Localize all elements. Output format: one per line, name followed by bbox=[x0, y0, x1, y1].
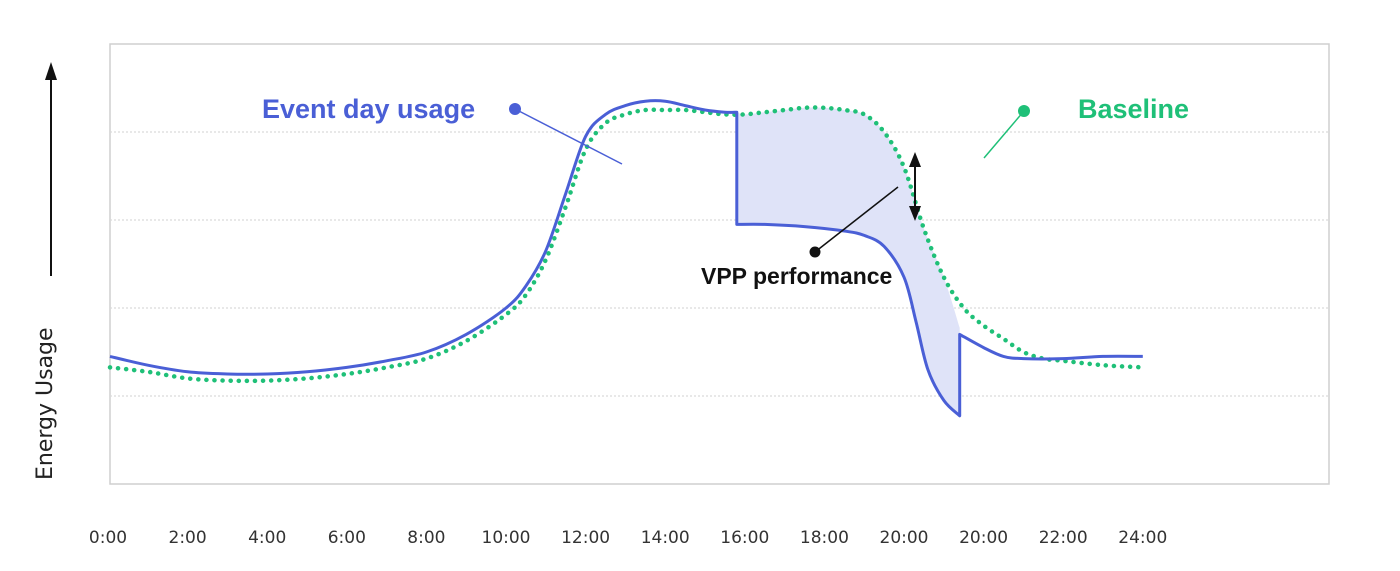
baseline-label: Baseline bbox=[1078, 94, 1189, 124]
y-axis: Energy Usage bbox=[33, 62, 58, 480]
series-lines bbox=[107, 99, 1146, 418]
baseline-leader bbox=[983, 110, 1025, 159]
vpp-arrow-up-head bbox=[909, 152, 921, 167]
x-tick-label: 6:00 bbox=[328, 528, 366, 548]
annotation-event-day-usage: Event day usage bbox=[262, 94, 623, 165]
event-day-usage-label: Event day usage bbox=[262, 94, 475, 124]
annotation-vpp-performance: VPP performance bbox=[701, 152, 921, 289]
x-tick-label: 22:00 bbox=[1039, 528, 1088, 548]
x-tick-label: 10:00 bbox=[482, 528, 531, 548]
vpp-arrow-down-head bbox=[909, 206, 921, 221]
x-tick-label: 14:00 bbox=[641, 528, 690, 548]
x-tick-label: 24:00 bbox=[1118, 528, 1167, 548]
y-axis-label: Energy Usage bbox=[33, 327, 58, 480]
event-day-usage-leader bbox=[514, 108, 623, 165]
x-tick-label: 2:00 bbox=[169, 528, 207, 548]
vpp-leader bbox=[814, 186, 899, 253]
vpp-performance-label: VPP performance bbox=[701, 263, 892, 289]
x-tick-label: 4:00 bbox=[248, 528, 286, 548]
vpp-marker bbox=[809, 246, 821, 258]
baseline-series-line bbox=[107, 105, 1146, 384]
x-tick-label: 8:00 bbox=[407, 528, 445, 548]
x-tick-label: 12:00 bbox=[561, 528, 610, 548]
y-axis-arrow-head bbox=[45, 62, 57, 80]
annotation-baseline: Baseline bbox=[983, 94, 1189, 159]
vpp-performance-area bbox=[736, 107, 960, 416]
plot-area-frame bbox=[109, 43, 1330, 485]
vpp-performance-shading bbox=[736, 107, 960, 416]
gridlines bbox=[110, 131, 1329, 397]
x-axis-tick-labels: 0:00 2:00 4:00 6:00 8:00 10:00 12:00 14:00 16:00… bbox=[89, 528, 1167, 548]
x-tick-label: 18:00 bbox=[800, 528, 849, 548]
x-tick-label: 20:00 bbox=[959, 528, 1008, 548]
event-day-usage-series-line bbox=[109, 99, 1143, 418]
x-tick-label: 20:00 bbox=[880, 528, 929, 548]
x-tick-label: 0:00 bbox=[89, 528, 127, 548]
x-tick-label: 16:00 bbox=[720, 528, 769, 548]
